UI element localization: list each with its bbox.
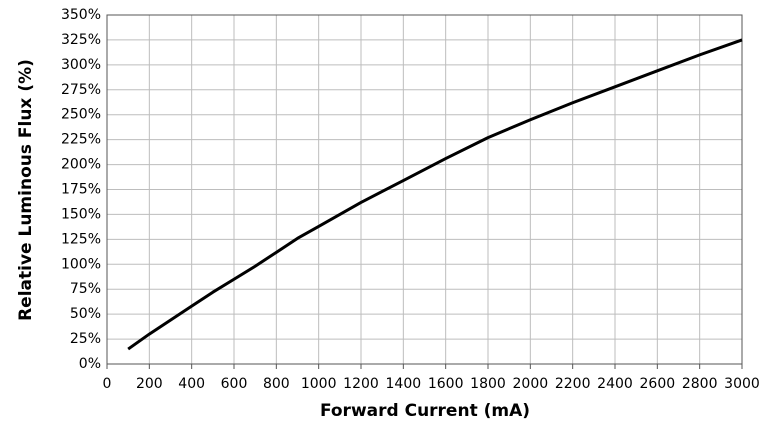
- x-tick-label: 2000: [513, 376, 549, 392]
- x-tick-label: 1800: [470, 376, 506, 392]
- y-tick-label: 0%: [79, 356, 101, 372]
- x-tick-label: 2200: [555, 376, 591, 392]
- x-tick-label: 2400: [597, 376, 633, 392]
- y-tick-label: 350%: [61, 7, 101, 23]
- x-tick-label: 1200: [343, 376, 379, 392]
- x-tick-label: 1400: [386, 376, 422, 392]
- x-tick-label: 0: [103, 376, 112, 392]
- y-tick-label: 325%: [61, 32, 101, 48]
- x-tick-label: 200: [136, 376, 163, 392]
- line: [127, 38, 743, 351]
- y-tick-label: 100%: [61, 256, 101, 272]
- x-axis-title: Forward Current (mA): [320, 401, 530, 421]
- y-tick-label: 75%: [70, 281, 101, 297]
- y-tick-label: 175%: [61, 182, 101, 198]
- x-tick-label: 1000: [301, 376, 337, 392]
- x-tick-label: 400: [178, 376, 205, 392]
- y-tick-label: 250%: [61, 107, 101, 123]
- y-tick-label: 275%: [61, 82, 101, 98]
- x-tick-label: 2600: [640, 376, 676, 392]
- plot-border: [106, 14, 743, 365]
- x-tick-label: 2800: [682, 376, 718, 392]
- y-tick-label: 25%: [70, 331, 101, 347]
- y-tick-label: 50%: [70, 306, 101, 322]
- y-tick-label: 200%: [61, 157, 101, 173]
- x-tick-label: 3000: [724, 376, 760, 392]
- x-tick-label: 800: [263, 376, 290, 392]
- x-tick-label: 600: [221, 376, 248, 392]
- y-tick-label: 300%: [61, 57, 101, 73]
- x-tick-label: 1600: [428, 376, 464, 392]
- y-tick-label: 125%: [61, 231, 101, 247]
- y-tick-label: 225%: [61, 132, 101, 148]
- y-axis-title: Relative Luminous Flux (%): [16, 59, 36, 321]
- y-tick-label: 150%: [61, 206, 101, 222]
